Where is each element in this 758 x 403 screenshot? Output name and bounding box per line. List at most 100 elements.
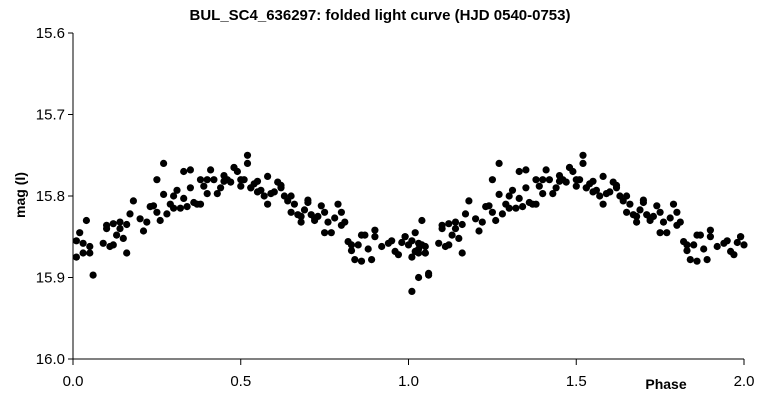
data-point	[243, 159, 252, 167]
data-point	[160, 190, 168, 198]
data-point	[646, 216, 654, 225]
data-point	[488, 176, 496, 184]
data-point	[612, 184, 621, 192]
data-point	[126, 210, 134, 218]
data-point	[723, 237, 731, 245]
data-point	[82, 216, 90, 225]
y-tick-label: 15.6	[36, 25, 65, 42]
data-point	[515, 167, 523, 176]
data-point	[341, 218, 349, 226]
data-point	[572, 182, 580, 190]
data-point	[700, 245, 708, 253]
data-point	[300, 206, 309, 214]
data-point	[99, 239, 107, 247]
data-point	[562, 178, 570, 186]
data-point	[623, 208, 631, 216]
data-point	[123, 220, 131, 229]
y-axis-label: mag (I)	[12, 172, 28, 218]
data-point	[270, 188, 278, 196]
data-point	[448, 231, 456, 239]
x-tick-label: 2.0	[734, 373, 755, 390]
data-point	[149, 202, 158, 210]
data-point	[535, 182, 543, 190]
data-point	[505, 192, 513, 200]
data-point	[555, 177, 564, 185]
data-point	[264, 172, 272, 180]
x-ticks: 0.0 0.5 1.0 1.5 2.0	[63, 359, 755, 390]
data-point	[696, 231, 705, 239]
data-point	[542, 166, 550, 174]
data-point	[357, 257, 366, 265]
data-point	[200, 182, 208, 190]
data-point	[173, 186, 181, 194]
data-point	[364, 245, 372, 253]
data-point	[673, 208, 681, 216]
data-point	[213, 190, 221, 198]
data-points	[72, 151, 748, 295]
y-tick-label: 16.0	[36, 351, 65, 368]
data-point	[79, 249, 87, 257]
data-point	[492, 216, 500, 225]
data-point	[123, 249, 131, 257]
data-point	[579, 159, 587, 167]
data-point	[404, 241, 413, 249]
data-point	[706, 226, 715, 234]
data-point	[582, 184, 590, 192]
data-point	[415, 273, 423, 282]
data-point	[676, 218, 684, 226]
data-point	[532, 176, 540, 184]
data-point	[408, 253, 416, 261]
data-point	[539, 176, 547, 184]
data-point	[737, 233, 745, 241]
data-point	[690, 241, 698, 249]
data-point	[116, 225, 124, 233]
data-point	[86, 249, 94, 257]
data-point	[418, 241, 426, 249]
data-point	[733, 238, 741, 247]
data-point	[545, 176, 554, 184]
data-point	[287, 208, 295, 216]
data-point	[425, 269, 433, 277]
data-point	[287, 192, 295, 200]
data-point	[290, 200, 298, 208]
data-point	[368, 256, 376, 264]
data-point	[119, 234, 127, 242]
data-point	[311, 216, 319, 225]
data-point	[103, 225, 111, 233]
data-point	[626, 200, 634, 208]
data-point	[143, 218, 151, 226]
x-tick-label: 0.0	[63, 373, 84, 390]
data-point	[210, 176, 218, 184]
data-point	[693, 257, 701, 265]
data-point	[72, 237, 80, 245]
data-point	[297, 218, 305, 226]
data-point	[361, 231, 369, 239]
y-ticks: 15.6 15.7 15.8 15.9 16.0	[36, 25, 73, 368]
data-point	[240, 176, 248, 184]
data-point	[451, 225, 460, 233]
data-point	[549, 190, 557, 198]
data-point	[656, 229, 664, 237]
y-tick-label: 15.7	[36, 107, 65, 124]
data-point	[327, 229, 335, 237]
data-point	[237, 182, 245, 190]
data-point	[89, 271, 97, 279]
data-point	[730, 251, 738, 259]
data-point	[599, 172, 607, 180]
data-point	[196, 200, 205, 208]
data-point	[153, 176, 161, 184]
data-point	[230, 163, 238, 172]
data-point	[180, 194, 188, 202]
data-point	[495, 159, 503, 167]
data-point	[472, 215, 480, 223]
data-point	[421, 249, 429, 257]
data-point	[321, 229, 329, 237]
data-point	[669, 200, 678, 208]
data-point	[435, 239, 443, 247]
data-point	[304, 198, 312, 207]
data-point	[351, 256, 359, 264]
y-tick-label: 15.9	[36, 270, 65, 287]
data-point	[388, 237, 396, 245]
data-point	[394, 251, 402, 259]
data-point	[512, 204, 520, 212]
